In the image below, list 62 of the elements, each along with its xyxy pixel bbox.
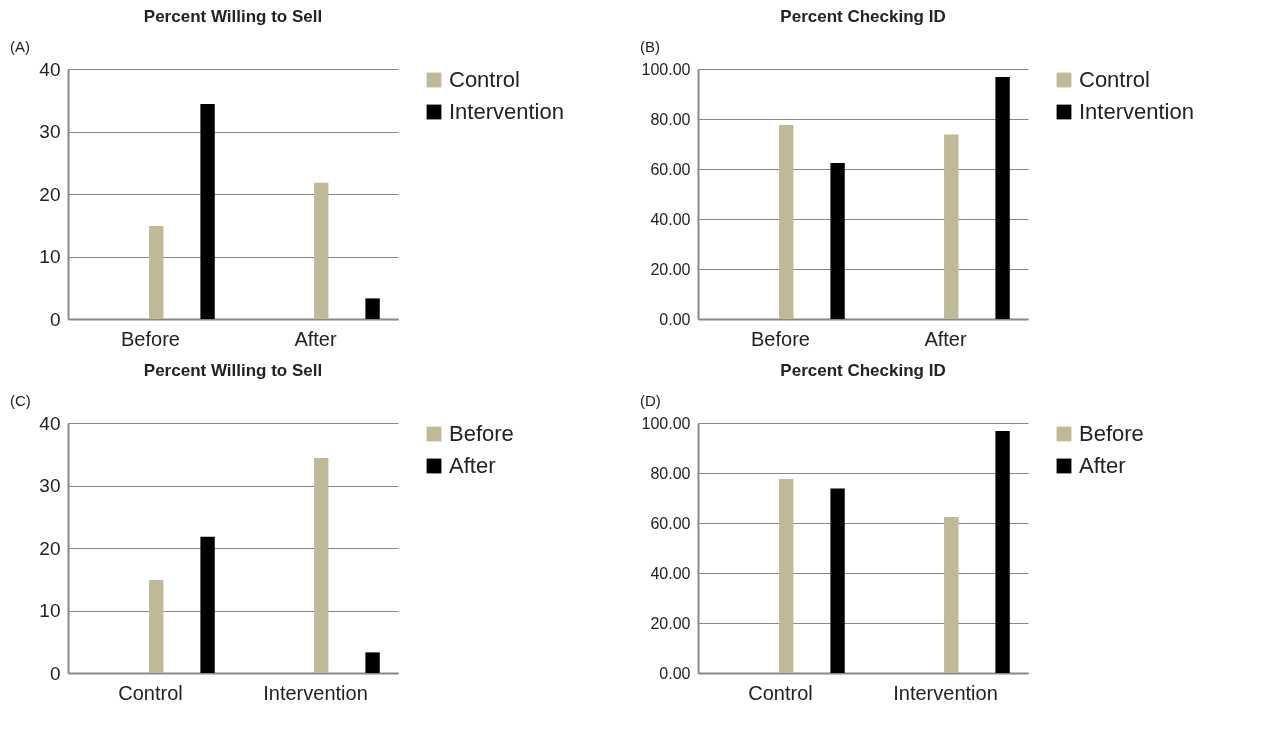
- legend-label: Before: [449, 421, 514, 446]
- bar: [779, 479, 794, 673]
- x-tick-label: Intervention: [263, 681, 368, 704]
- y-tick-label: 0.00: [659, 310, 691, 328]
- y-tick-label: 0.00: [659, 664, 691, 682]
- y-tick-label: 100.00: [641, 60, 691, 78]
- bar: [365, 298, 380, 319]
- x-tick-label: Control: [748, 681, 813, 704]
- y-tick-label: 60.00: [650, 160, 691, 178]
- y-tick-label: 20.00: [650, 260, 691, 278]
- y-tick-label: 80.00: [650, 110, 691, 128]
- chart-title: Percent Willing to Sell: [143, 361, 323, 380]
- text: (A): [10, 38, 30, 55]
- legend-label: After: [1079, 453, 1126, 478]
- bar: [995, 77, 1010, 319]
- y-tick-label: 40.00: [650, 564, 691, 582]
- bar: [995, 431, 1010, 673]
- bar: [200, 104, 215, 319]
- legend-label: After: [449, 453, 496, 478]
- text: (D): [640, 392, 661, 409]
- chart-title: Percent Checking ID: [780, 361, 946, 380]
- y-tick-label: 10: [39, 246, 61, 267]
- y-tick-label: 30: [39, 121, 61, 142]
- bar: [830, 488, 845, 673]
- y-tick-label: 20.00: [650, 614, 691, 632]
- chart-title: Percent Checking ID: [780, 7, 946, 26]
- y-tick-label: 40: [39, 412, 61, 434]
- legend-label: Intervention: [449, 99, 564, 124]
- x-tick-label: Before: [121, 327, 180, 350]
- y-tick-label: 0: [49, 662, 61, 684]
- bar: [830, 163, 845, 319]
- y-tick-label: 40: [39, 58, 61, 80]
- chart-title: Percent Willing to Sell: [143, 7, 323, 26]
- bar: [779, 125, 794, 319]
- y-tick-label: 30: [39, 475, 61, 496]
- x-tick-label: After: [294, 327, 337, 350]
- x-tick-label: After: [924, 327, 967, 350]
- y-tick-label: 80.00: [650, 464, 691, 482]
- y-tick-label: 20: [39, 537, 61, 559]
- legend-label: Before: [1079, 421, 1144, 446]
- legend-label: Control: [1079, 67, 1150, 92]
- bar: [149, 225, 164, 319]
- bar: [944, 134, 959, 319]
- x-tick-label: Control: [118, 681, 183, 704]
- y-tick-label: 20: [39, 183, 61, 205]
- legend-label: Intervention: [1079, 99, 1194, 124]
- y-tick-label: 0: [49, 308, 61, 330]
- y-tick-label: 60.00: [650, 514, 691, 532]
- bar: [200, 536, 215, 673]
- x-tick-label: Intervention: [893, 681, 998, 704]
- y-tick-label: 40.00: [650, 210, 691, 228]
- text: (B): [640, 38, 660, 55]
- y-tick-label: 100.00: [641, 414, 691, 432]
- bar: [314, 182, 329, 319]
- bar: [149, 579, 164, 673]
- y-tick-label: 10: [39, 600, 61, 621]
- bar: [365, 652, 380, 673]
- x-tick-label: Before: [751, 327, 810, 350]
- legend-label: Control: [449, 67, 520, 92]
- bar: [944, 517, 959, 673]
- text: (C): [10, 392, 31, 409]
- bar: [314, 458, 329, 673]
